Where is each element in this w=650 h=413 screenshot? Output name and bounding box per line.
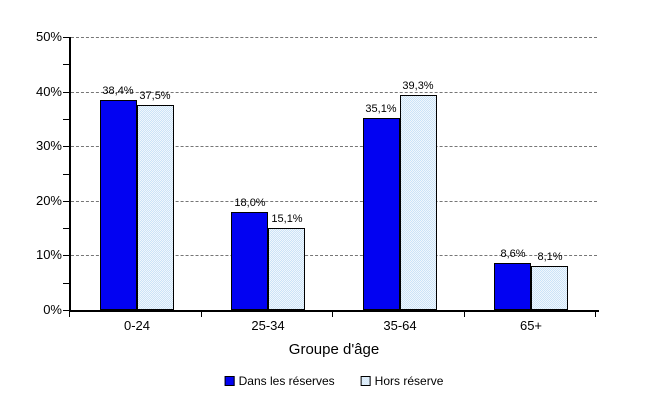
gridline-40pct xyxy=(71,91,597,93)
gridline-10pct xyxy=(71,255,597,257)
data-label: 37,5% xyxy=(139,90,171,102)
y-tick-label: 0% xyxy=(43,302,62,317)
gridline-20pct xyxy=(71,200,597,202)
bar-hors-reserve xyxy=(531,266,568,310)
bar-hors-reserve xyxy=(137,105,174,310)
x-boundary-tick xyxy=(69,312,70,317)
y-major-tick xyxy=(63,91,69,93)
legend: Dans les réserves Hors réserve xyxy=(224,374,444,388)
gridline-50pct xyxy=(71,37,597,38)
y-major-tick xyxy=(63,255,69,257)
legend-item-hors-reserve: Hors réserve xyxy=(360,374,444,388)
x-boundary-tick xyxy=(332,312,333,317)
y-tick-label: 20% xyxy=(35,192,62,208)
bar-hors-reserve xyxy=(268,228,305,310)
data-label: 18,0% xyxy=(234,197,266,209)
data-label: 15,1% xyxy=(271,213,303,225)
data-label: 8,1% xyxy=(537,251,563,263)
bar-dans-les-reserves xyxy=(100,100,137,310)
y-tick-label: 50% xyxy=(35,29,62,44)
x-category-label: 25-34 xyxy=(251,318,285,333)
gridline-30pct xyxy=(71,146,597,148)
data-label: 8,6% xyxy=(500,248,526,260)
data-label: 38,4% xyxy=(102,85,134,97)
y-axis-line xyxy=(69,37,71,312)
x-boundary-tick xyxy=(464,312,465,317)
y-tick-label: 40% xyxy=(35,83,62,99)
y-minor-tick xyxy=(63,228,69,230)
y-minor-tick xyxy=(63,282,69,284)
x-axis-line xyxy=(69,310,599,312)
data-label: 39,3% xyxy=(402,80,434,92)
data-label: 35,1% xyxy=(365,103,397,115)
plot-area: 38,4% 37,5% 18,0% 15,1% 35,1% 39,3% 8,6% 8,1% xyxy=(71,37,597,310)
y-major-tick xyxy=(63,146,69,148)
legend-label: Hors réserve xyxy=(374,374,444,388)
x-category-label: 0-24 xyxy=(123,318,151,333)
legend-item-dans-les-reserves: Dans les réserves xyxy=(224,374,335,388)
y-major-tick xyxy=(63,200,69,202)
y-minor-tick xyxy=(63,173,69,175)
y-minor-tick xyxy=(63,64,69,66)
bar-hors-reserve xyxy=(400,95,437,310)
legend-label: Dans les réserves xyxy=(238,374,335,388)
y-minor-tick xyxy=(63,118,69,120)
x-category-label: 65+ xyxy=(519,318,543,333)
x-boundary-tick xyxy=(595,312,596,317)
x-boundary-tick xyxy=(201,312,202,317)
y-tick-label: 30% xyxy=(35,138,62,154)
legend-marker-icon xyxy=(224,376,235,386)
bar-dans-les-reserves xyxy=(494,263,531,310)
legend-marker-icon xyxy=(360,376,371,386)
y-tick-label: 10% xyxy=(35,247,62,263)
bar-dans-les-reserves xyxy=(363,118,400,310)
x-category-label: 35-64 xyxy=(383,318,417,333)
y-major-tick xyxy=(63,37,69,38)
y-major-tick xyxy=(63,310,69,311)
bar-dans-les-reserves xyxy=(231,212,268,310)
x-axis-title: Groupe d'âge xyxy=(288,341,380,358)
